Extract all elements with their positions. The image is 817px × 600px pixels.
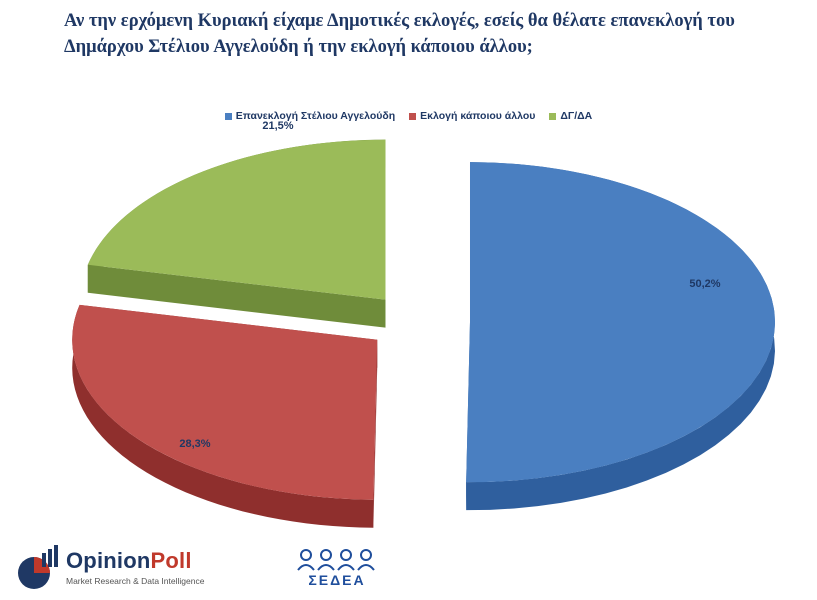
legend-label-dk-na: ΔΓ/ΔΑ [560,110,593,122]
opinionpoll-tagline: Market Research & Data Intelligence [66,576,205,586]
opinionpoll-brand: OpinionPoll [66,548,192,574]
chart-title: Αν την ερχόμενη Κυριακή είχαμε Δημοτικές… [64,8,804,60]
pie-slice-other [72,304,378,528]
legend-swatch-other [409,112,417,120]
pie-slice-edge-other-0 [373,339,378,528]
pie-slice-top-other [72,304,378,500]
legend-item-dk-na: ΔΓ/ΔΑ [549,110,592,122]
sedea-logo-text: ΣΕΔΕΑ [308,572,366,588]
pie-slice-top-dk-na [87,139,386,300]
legend-label-other: Εκλογή κάποιου άλλου [420,110,536,122]
sedea-logo-people-icon [297,549,375,571]
opinionpoll-logo: OpinionPoll Market Research & Data Intel… [14,545,224,593]
data-label-dk-na: 21,5% [262,120,293,132]
pie-slice-side-other [72,304,374,528]
data-label-other: 28,3% [179,438,210,450]
legend-item-other: Εκλογή κάποιου άλλου [409,110,535,122]
sedea-logo: ΣΕΔΕΑ [292,548,382,594]
legend-label-reelection: Επανεκλογή Στέλιου Αγγελούδη [235,110,396,122]
pie-slice-dk-na [87,139,386,328]
legend-item-reelection: Επανεκλογή Στέλιου Αγγελούδη [224,110,396,122]
pie-slice-reelection [466,162,776,511]
legend-swatch-dk-na [549,112,557,120]
pie-slice-top-reelection [466,162,776,483]
data-label-reelection: 50,2% [689,278,720,290]
pie-slice-edge-dk-na-0 [87,264,386,328]
legend-swatch-reelection [224,112,232,120]
opinionpoll-brand-prefix: Opinion [66,548,151,573]
opinionpoll-brand-suffix: Poll [150,548,192,573]
chart-title-line-1: Αν την ερχόμενη Κυριακή είχαμε Δημοτικές… [64,11,735,31]
chart-legend: Επανεκλογή Στέλιου Αγγελούδη Εκλογή κάπο… [0,110,817,122]
chart-title-line-2: Δημάρχου Στέλιου Αγγελούδη ή την εκλογή … [64,37,533,57]
opinionpoll-logo-mark-icon [18,545,58,589]
